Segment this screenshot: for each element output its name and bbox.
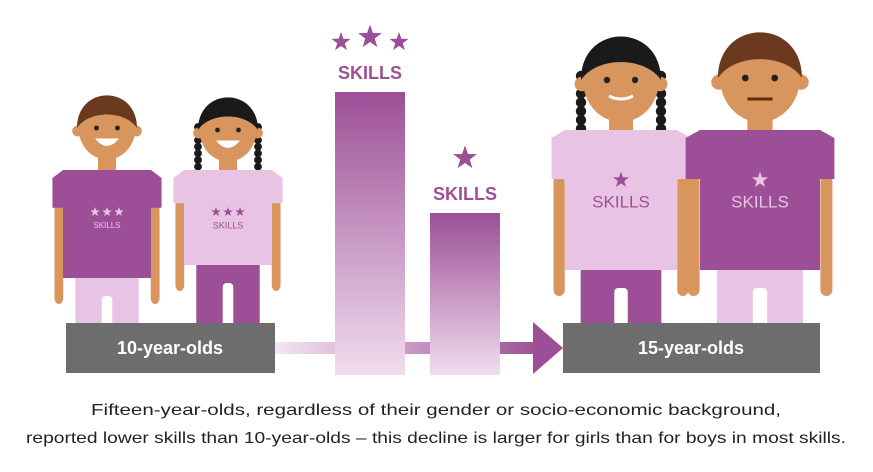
eye [741, 74, 749, 82]
braid [575, 97, 587, 108]
pedestal [563, 323, 820, 373]
eye [115, 125, 120, 131]
arm [54, 203, 64, 304]
eye [215, 127, 220, 133]
braid [575, 114, 587, 126]
shirt-label: SKILLS [731, 192, 789, 211]
arm [677, 175, 689, 296]
hair [718, 32, 802, 78]
mouth [608, 94, 634, 101]
eye [603, 76, 611, 84]
braid [194, 142, 202, 151]
arm [150, 203, 160, 304]
shirt [551, 130, 691, 270]
arm [271, 199, 281, 291]
braid [655, 114, 667, 126]
braid [194, 149, 202, 158]
star [358, 24, 382, 48]
braid [194, 136, 202, 145]
caption-line: Fifteen-year-olds, regardless of their g… [91, 402, 781, 419]
braid [254, 142, 262, 151]
skills-bar-low [430, 213, 500, 375]
hair [198, 97, 258, 130]
braid [194, 162, 202, 171]
skills-bar-high [335, 92, 405, 375]
pedestal-label: 15-year-olds [638, 338, 744, 358]
eye [631, 76, 639, 84]
eye [94, 125, 99, 131]
mouth [216, 140, 240, 148]
shirt-label: SKILLS [213, 220, 244, 230]
shirt [173, 170, 283, 265]
braid [655, 88, 667, 99]
braid [254, 162, 262, 171]
arm [820, 175, 833, 296]
star [389, 32, 409, 51]
shirt [685, 130, 835, 270]
braid [655, 106, 667, 117]
arm [175, 199, 185, 291]
arm [687, 175, 700, 296]
bar-label: SKILLS [338, 63, 402, 83]
pedestal [66, 323, 275, 373]
braid [194, 156, 202, 164]
star [331, 32, 351, 51]
star [453, 145, 477, 169]
caption-line: reported lower skills than 10-year-olds … [26, 430, 846, 447]
hair [77, 95, 137, 128]
arrow-head [533, 322, 563, 374]
eye [771, 74, 779, 82]
shirt [52, 170, 162, 278]
braid [254, 136, 262, 145]
braid [655, 97, 667, 108]
arm [553, 175, 565, 296]
bar-label: SKILLS [433, 184, 497, 204]
pedestal-label: 10-year-olds [117, 338, 223, 358]
braid [254, 156, 262, 164]
eye [236, 127, 241, 133]
braid [575, 106, 587, 117]
shirt-label: SKILLS [93, 221, 120, 230]
mouth [95, 138, 119, 146]
braid [575, 88, 587, 99]
arrow-shaft [275, 342, 540, 354]
hair [581, 36, 661, 80]
braid [254, 149, 262, 158]
shirt-label: SKILLS [592, 192, 650, 211]
